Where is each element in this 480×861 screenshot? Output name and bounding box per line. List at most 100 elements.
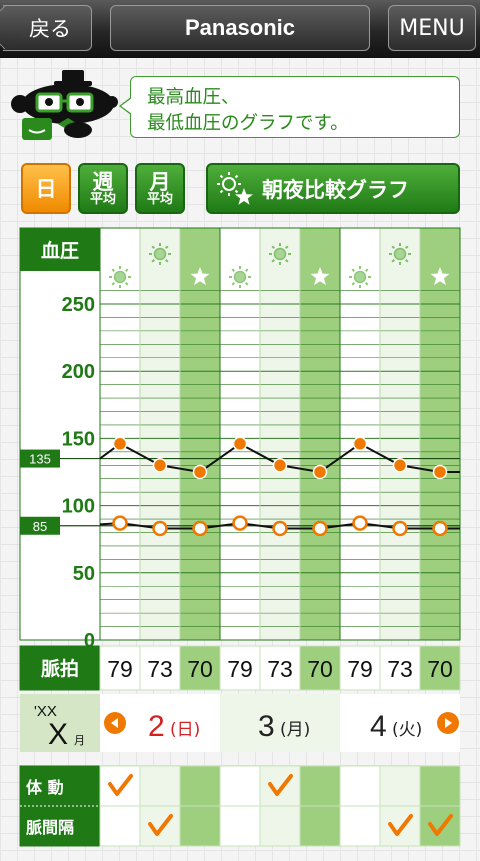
flag-cell <box>299 765 341 807</box>
flag-cell <box>419 765 461 807</box>
flag-label-box <box>20 766 100 806</box>
pulse-value: 70 <box>187 656 213 682</box>
chart-border <box>19 227 461 641</box>
sun-ray <box>404 245 409 250</box>
systolic-point <box>392 458 408 473</box>
sun-ray <box>351 268 356 273</box>
systolic-point <box>352 436 368 452</box>
sun-ray <box>244 268 249 273</box>
chart-column <box>420 228 460 640</box>
pulse-cell <box>219 645 261 691</box>
pulse-cell <box>259 645 301 691</box>
sun-core <box>393 247 407 261</box>
pulse-cell <box>339 645 381 691</box>
pulse-cell <box>179 645 221 691</box>
sun-ray <box>391 245 396 250</box>
sun-ray <box>404 258 409 263</box>
flag-cell <box>219 765 261 807</box>
star-icon <box>190 267 210 286</box>
prev-arrow-glyph <box>111 718 118 728</box>
pulse-value: 79 <box>347 656 373 682</box>
flag-cell <box>99 765 141 807</box>
back-label: 戻る <box>29 17 71 41</box>
pulse-cell <box>379 645 421 691</box>
bubble-line-1: 最高血圧、 <box>147 87 240 108</box>
flag-label: 脈間隔 <box>26 818 74 837</box>
sun-core <box>353 270 367 284</box>
sun-icon <box>269 243 291 265</box>
y-tick-label: 0 <box>84 630 95 652</box>
menu-button[interactable]: MENU <box>388 5 476 51</box>
sun-ray <box>124 281 129 286</box>
day-mode-button[interactable]: 日 <box>21 163 71 214</box>
flag-cell <box>179 805 221 847</box>
month-unit: 月 <box>74 734 85 747</box>
sun-ray <box>231 281 236 286</box>
sun-ray <box>111 281 116 286</box>
back-button[interactable]: 戻る <box>3 5 92 51</box>
chart-column <box>220 228 260 640</box>
sun-icon <box>149 243 171 265</box>
speech-bubble: 最高血圧、 最低血圧のグラフです。 <box>119 76 460 138</box>
flag-cell <box>179 765 221 807</box>
flag-cell <box>139 805 181 847</box>
systolic-point <box>232 436 248 452</box>
y-tick-label: 50 <box>73 563 95 585</box>
compare-label: 朝夜比較グラフ <box>262 177 409 202</box>
diastolic-point <box>312 520 328 537</box>
diastolic-point <box>432 520 448 537</box>
chart-column <box>380 228 420 640</box>
sun-ray <box>231 268 236 273</box>
pulse-value: 79 <box>107 656 133 682</box>
sun-ray <box>364 281 369 286</box>
sun-ray <box>151 245 156 250</box>
ylabel-box <box>20 228 100 271</box>
sun-ray <box>284 258 289 263</box>
sun-ray <box>244 281 249 286</box>
pulse-cell <box>419 645 461 691</box>
systolic-point <box>432 464 448 480</box>
flag-cell <box>339 765 381 807</box>
sun-icon <box>229 266 251 288</box>
chart-column <box>100 228 140 640</box>
sun-ray <box>151 258 156 263</box>
sun-icon <box>389 243 411 265</box>
y-tick-label: 200 <box>62 361 95 383</box>
day-mode-label: 日 <box>35 176 57 201</box>
sun-core <box>113 270 127 284</box>
week-average-button[interactable]: 週 平均 <box>78 163 128 214</box>
sun-ray <box>364 268 369 273</box>
systolic-point <box>112 436 128 452</box>
sun-ray <box>271 258 276 263</box>
pulse-label: 脈拍 <box>41 657 79 680</box>
check-icon <box>428 814 453 836</box>
flag-label: 体 動 <box>26 778 64 797</box>
pulse-value: 73 <box>267 656 293 682</box>
next-arrow-glyph <box>445 718 452 728</box>
month-label: X <box>48 718 68 751</box>
morning-night-compare-button[interactable]: 朝夜比較グラフ <box>206 163 460 214</box>
bubble-line-2: 最低血圧のグラフです。 <box>147 113 349 134</box>
diastolic-point <box>112 515 128 531</box>
systolic-point <box>312 464 328 480</box>
reference-label-box <box>20 516 60 535</box>
pulse-label-box <box>20 646 100 690</box>
check-icon <box>148 814 173 836</box>
sun-core <box>233 270 247 284</box>
date-day: 4 <box>370 710 387 743</box>
flag-cell <box>259 805 301 847</box>
chart-column <box>300 228 340 640</box>
check-icon <box>268 774 293 796</box>
star-icon <box>430 267 450 286</box>
diastolic-point <box>192 520 208 537</box>
year-label: 'XX <box>34 703 57 720</box>
date-weekday: (火) <box>392 720 422 740</box>
sun-ray <box>284 245 289 250</box>
sun-ray <box>391 258 396 263</box>
month-average-button[interactable]: 月 平均 <box>135 163 185 214</box>
reference-label: 85 <box>33 519 47 534</box>
month-average-label: 平均 <box>146 191 173 207</box>
diastolic-point <box>152 520 168 537</box>
flag-cell <box>419 805 461 847</box>
diastolic-point <box>352 515 368 531</box>
